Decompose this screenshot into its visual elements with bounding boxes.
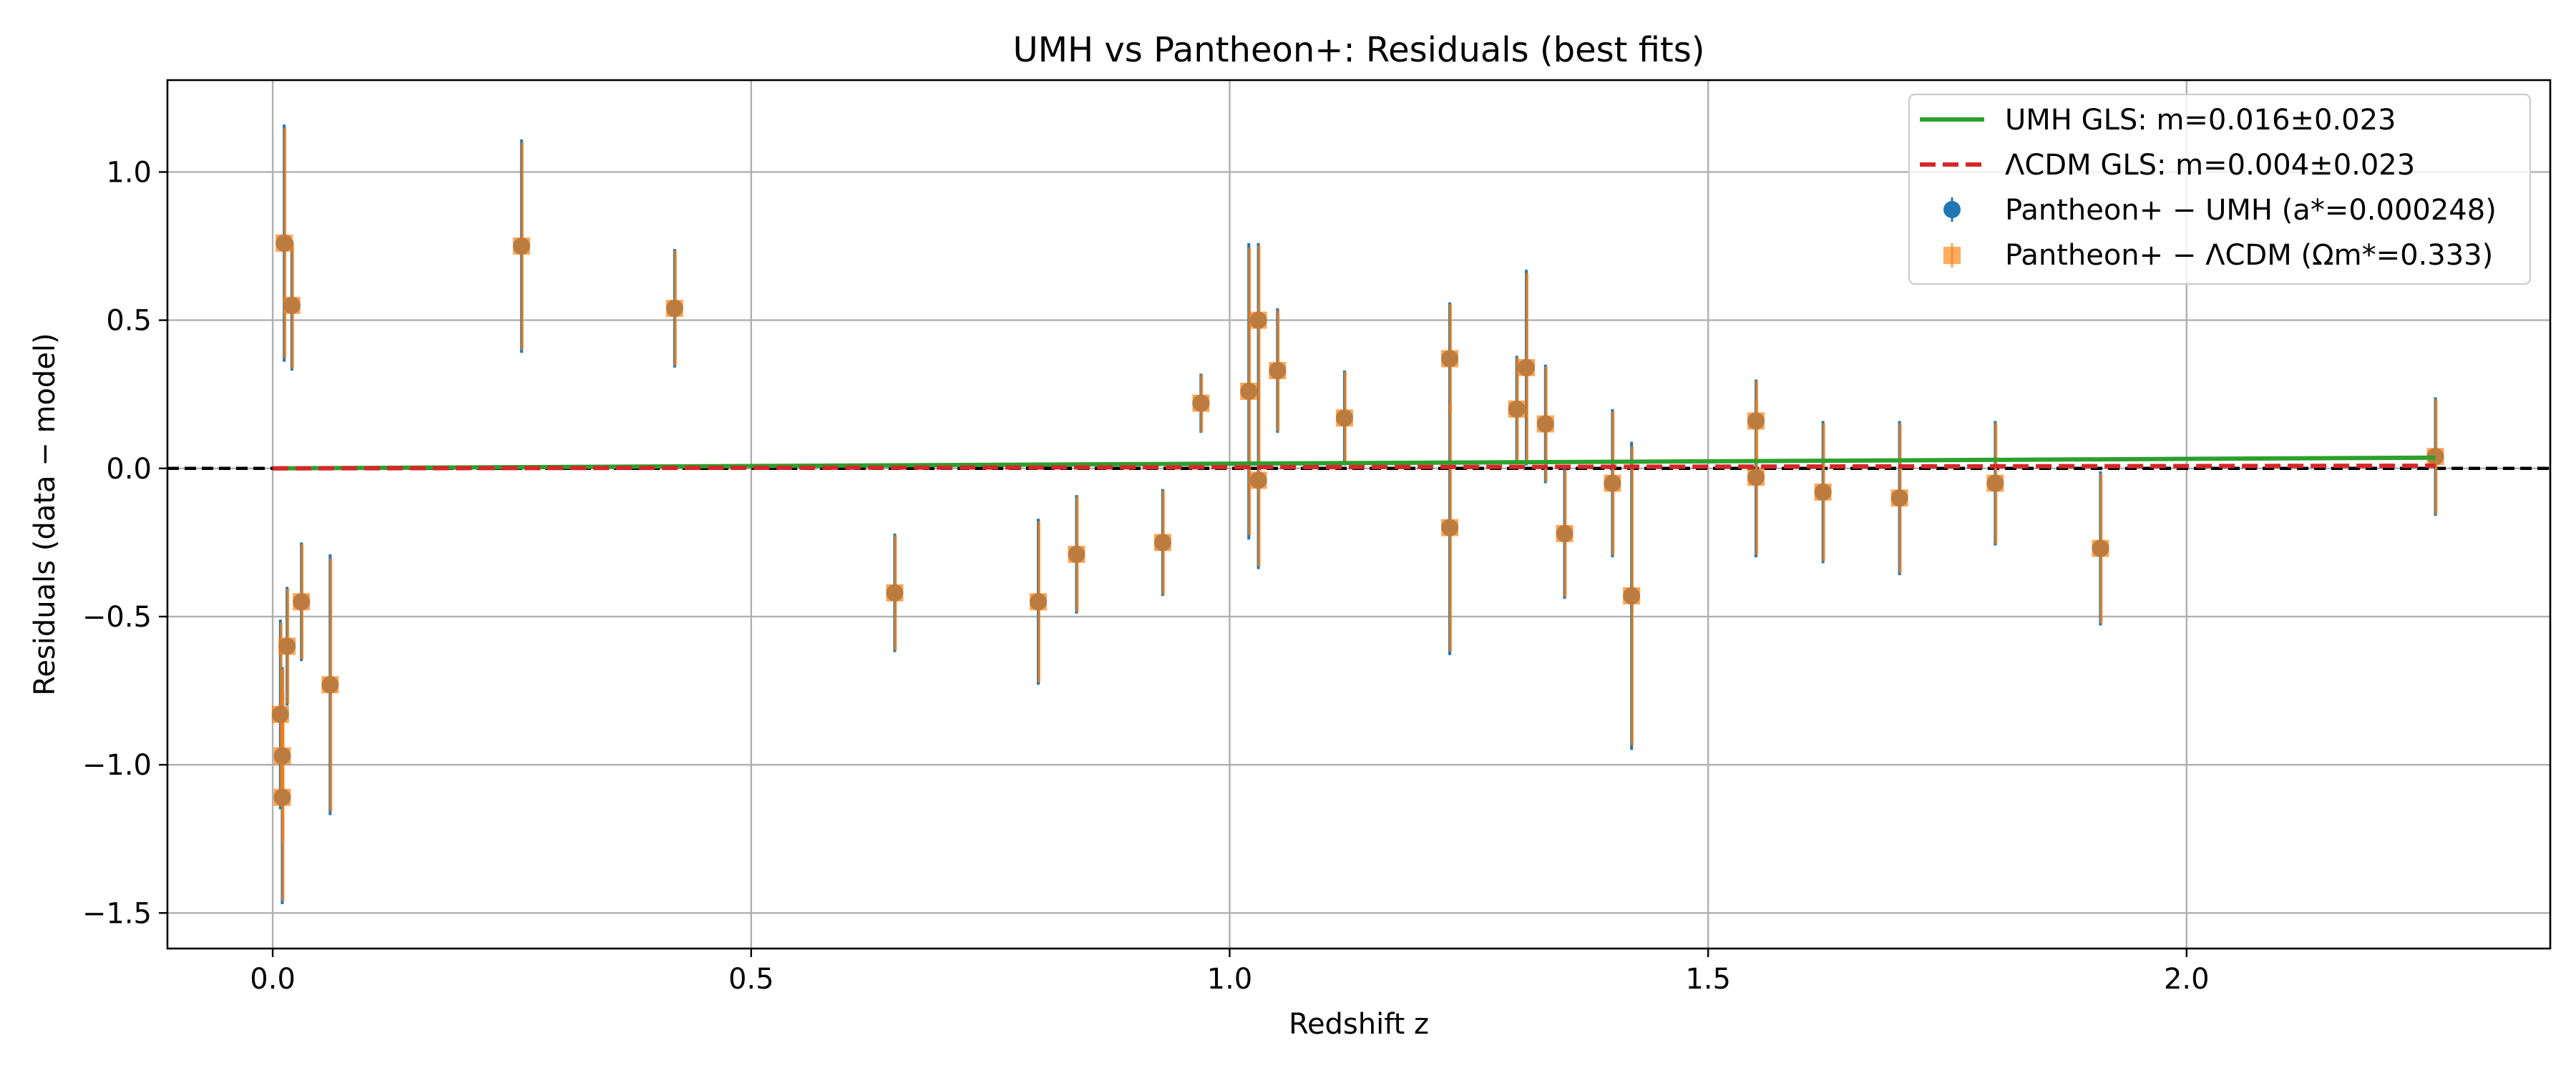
lcdm-point xyxy=(1747,412,1765,430)
lcdm-point xyxy=(1153,534,1171,552)
lcdm-point xyxy=(1536,415,1554,433)
lcdm-fit-line xyxy=(273,464,2436,471)
lcdm-point xyxy=(1890,489,1908,507)
x-tick-label: 0.5 xyxy=(728,963,774,996)
lcdm-point xyxy=(1604,474,1621,492)
x-tick-label: 1.0 xyxy=(1207,963,1253,996)
legend: UMH GLS: m=0.016±0.023 ΛCDM GLS: m=0.004… xyxy=(1908,93,2532,285)
lcdm-point xyxy=(275,234,293,252)
lcdm-point xyxy=(273,747,291,765)
legend-label-lcdm-residuals: Pantheon+ − ΛCDM (Ωm*=0.333) xyxy=(2005,239,2493,272)
lcdm-point xyxy=(1441,350,1459,368)
lcdm-point xyxy=(1335,409,1353,427)
lcdm-point xyxy=(1814,483,1832,501)
plot-frame xyxy=(166,79,2552,950)
lcdm-point xyxy=(1240,383,1258,401)
legend-swatch-umh-residuals xyxy=(1943,197,1961,222)
legend-label-umh-fit: UMH GLS: m=0.016±0.023 xyxy=(2005,104,2396,137)
y-tick-label: 0.0 xyxy=(106,453,152,486)
y-tick-label: −1.0 xyxy=(82,749,152,782)
y-tick-label: −0.5 xyxy=(82,601,152,634)
lcdm-point xyxy=(886,584,904,602)
lcdm-point xyxy=(1556,524,1574,542)
legend-label-lcdm-fit: ΛCDM GLS: m=0.004±0.023 xyxy=(2005,149,2415,182)
data-markers xyxy=(271,234,2444,806)
lcdm-point xyxy=(283,296,301,314)
lcdm-point xyxy=(512,237,530,255)
lcdm-point xyxy=(1249,311,1267,329)
axis-ticks: 0.0 0.5 1.0 1.5 2.0 −1.5 −1.0 −0.5 0.0 0.5 1.0 xyxy=(82,156,2210,996)
umh-fit-line xyxy=(273,455,2436,471)
legend-frame xyxy=(1908,93,2532,285)
lcdm-point xyxy=(1747,469,1765,486)
legend-swatch-lcdm-residuals xyxy=(1943,243,1961,268)
x-tick-label: 0.0 xyxy=(250,963,296,996)
lcdm-point xyxy=(1518,358,1536,376)
lcdm-point xyxy=(278,637,296,655)
lcdm-point xyxy=(273,788,291,806)
x-tick-label: 1.5 xyxy=(1685,963,1731,996)
y-tick-label: 0.5 xyxy=(106,305,152,338)
lcdm-point xyxy=(1623,587,1641,604)
lcdm-point xyxy=(1269,362,1287,380)
lcdm-point xyxy=(1249,471,1267,489)
lcdm-point xyxy=(1068,545,1085,563)
lcdm-point xyxy=(2092,539,2109,557)
x-axis-label: Redshift z xyxy=(1289,1008,1429,1041)
lcdm-point xyxy=(293,593,311,611)
y-tick-label: −1.5 xyxy=(82,897,152,930)
lcdm-point xyxy=(1508,400,1526,418)
fit-lines xyxy=(273,455,2436,471)
lcdm-point xyxy=(1192,394,1210,412)
y-axis-label: Residuals (data − model) xyxy=(29,333,62,695)
lcdm-point xyxy=(665,300,683,318)
y-tick-label: 1.0 xyxy=(106,156,152,189)
lcdm-point xyxy=(321,676,339,694)
lcdm-point xyxy=(1029,593,1047,611)
lcdm-point xyxy=(271,705,289,723)
legend-label-umh-residuals: Pantheon+ − UMH (a*=0.000248) xyxy=(2005,194,2497,227)
x-tick-label: 2.0 xyxy=(2164,963,2210,996)
lcdm-point xyxy=(1986,474,2004,492)
chart-title: UMH vs Pantheon+: Residuals (best fits) xyxy=(1013,30,1705,70)
lcdm-point xyxy=(1441,519,1459,536)
